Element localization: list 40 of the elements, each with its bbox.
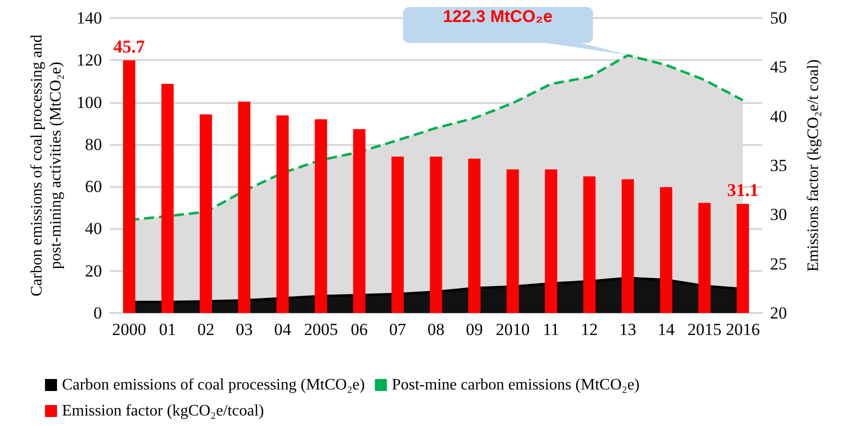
legend-label: Post-mine carbon emissions (MtCO₂e) <box>392 376 640 394</box>
x-tick-label: 08 <box>428 320 444 339</box>
x-tick-label: 2000 <box>112 320 146 339</box>
legend-label: Carbon emissions of coal processing (MtCO₂e) <box>62 376 365 394</box>
x-tick-label: 11 <box>542 320 560 339</box>
y2-axis-title: Emissions factor (kgCO₂e/t coal) <box>805 59 822 272</box>
x-tick-label: 2005 <box>304 320 338 339</box>
x-tick-label: 09 <box>466 320 483 339</box>
y2-tick-label: 45 <box>770 58 787 77</box>
x-tick-label: 2015 <box>687 320 722 339</box>
y2-tick-label: 20 <box>770 304 787 322</box>
x-tick-label: 06 <box>350 320 368 339</box>
y2-tick-label: 50 <box>770 8 787 28</box>
y2-tick-label: 40 <box>770 106 787 126</box>
y-tick-label: 80 <box>85 134 102 154</box>
y-tick-label: 100 <box>76 92 102 112</box>
y-tick-label: 20 <box>85 261 102 280</box>
y-axis-title: Carbon emissions of coal processing and post-mining activities (MtCO₂e) <box>28 34 65 296</box>
data-label: 31.1 <box>727 180 759 200</box>
y-tick-label: 140 <box>76 8 102 28</box>
annotation: 122.3 MtCO₂e <box>402 7 593 44</box>
x-tick-label: 01 <box>159 320 176 339</box>
x-tick-label: 04 <box>274 320 292 339</box>
x-tick-label: 13 <box>619 320 636 339</box>
data-label: 45.7 <box>113 36 145 56</box>
x-tick-label: 12 <box>580 320 598 339</box>
x-tick-label: 07 <box>389 320 407 339</box>
x-tick-label: 14 <box>658 320 676 339</box>
y2-tick-label: 35 <box>770 156 787 175</box>
x-tick-label: 02 <box>197 320 214 339</box>
y2-tick-label: 30 <box>770 205 787 224</box>
x-tick-label: 2010 <box>496 320 530 339</box>
y-tick-label: 40 <box>85 219 102 238</box>
legend-label: Emission factor (kgCO₂e/tcoal) <box>62 402 264 420</box>
x-tick-label: 2016 <box>726 320 760 339</box>
y2-tick-label: 25 <box>770 254 787 274</box>
x-tick-label: 03 <box>236 320 253 339</box>
y-tick-label: 0 <box>94 304 102 322</box>
y-tick-label: 60 <box>85 177 102 196</box>
y-tick-label: 120 <box>76 50 102 70</box>
